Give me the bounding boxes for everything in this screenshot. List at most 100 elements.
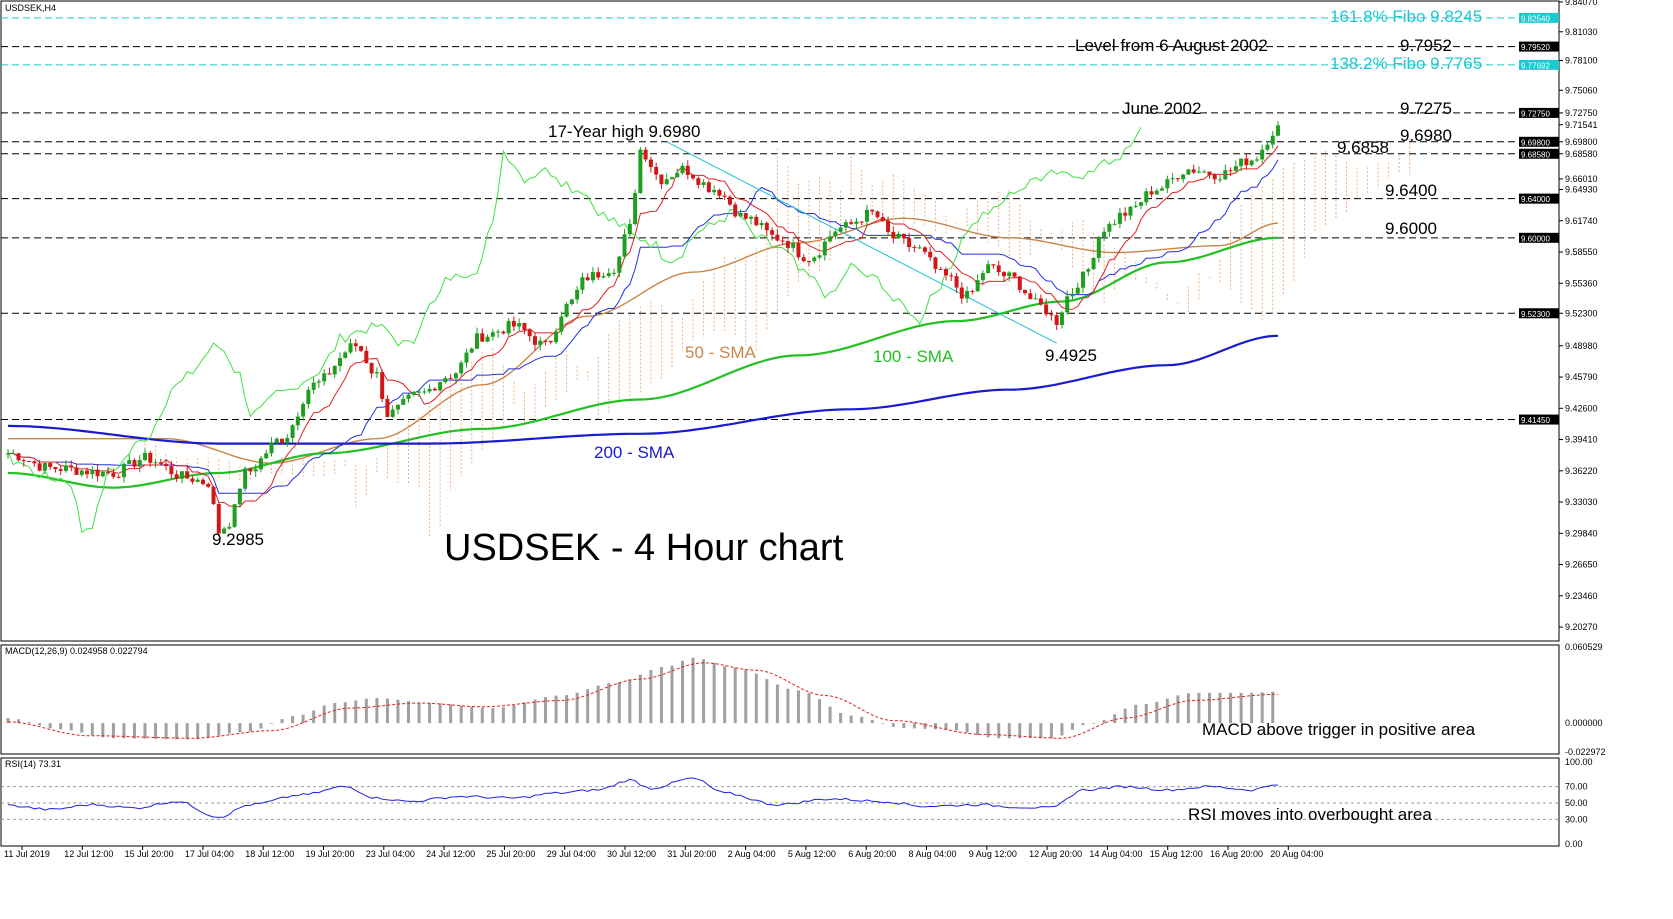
level-tag: 9.68580 — [1521, 150, 1550, 159]
candle-body — [828, 236, 833, 242]
macd-bar — [1186, 693, 1190, 724]
candle-body — [938, 268, 943, 270]
macd-bar — [175, 723, 179, 740]
macd-bar — [196, 723, 200, 740]
macd-bar — [1070, 723, 1074, 730]
candle-body — [648, 159, 653, 167]
level-96980-value: 9.6980 — [1400, 126, 1452, 145]
low2-annotation: 9.4925 — [1045, 346, 1097, 365]
time-tick-label: 25 Jul 20:00 — [486, 849, 535, 859]
candle-body — [559, 316, 564, 332]
candle-body — [754, 216, 759, 226]
candle-body — [359, 346, 364, 351]
june-2002-label: June 2002 — [1122, 99, 1201, 118]
candle-body — [991, 264, 996, 266]
macd-bar — [1176, 695, 1180, 724]
level-tag: 9.77692 — [1521, 61, 1550, 70]
macd-tick-label: 0.000000 — [1565, 718, 1603, 728]
candle-body — [48, 462, 53, 468]
macd-signal-line — [7, 662, 1279, 739]
candle-body — [1186, 169, 1191, 175]
time-tick-label: 15 Jul 20:00 — [125, 849, 174, 859]
candle-body — [1223, 170, 1228, 180]
candle-body — [6, 453, 10, 455]
macd-bar — [491, 708, 495, 724]
candle-body — [53, 467, 58, 470]
price-tick-label: 9.20270 — [1565, 622, 1598, 632]
candle-body — [759, 222, 764, 226]
candle-body — [643, 149, 648, 160]
candle-body — [1033, 298, 1038, 300]
candle-body — [949, 275, 954, 277]
candle-body — [353, 343, 358, 347]
candle-body — [996, 265, 1001, 273]
macd-bar — [796, 690, 800, 724]
macd-bar — [343, 702, 347, 724]
macd-bar — [1155, 701, 1159, 724]
macd-bar — [596, 685, 600, 724]
macd-bar — [786, 688, 790, 724]
candle-body — [601, 276, 606, 278]
candle-body — [749, 216, 754, 219]
candle-body — [1244, 158, 1249, 166]
macd-bar — [944, 723, 948, 730]
candle-body — [390, 409, 395, 417]
macd-bar — [38, 723, 42, 726]
candle-body — [269, 442, 274, 454]
candle-body — [85, 470, 90, 475]
candle-body — [432, 388, 437, 391]
macd-bar — [933, 723, 937, 730]
candle-body — [638, 149, 643, 194]
candle-body — [870, 209, 875, 212]
time-tick-label: 15 Aug 12:00 — [1150, 849, 1203, 859]
candle-body — [575, 289, 580, 300]
candle-body — [137, 460, 142, 467]
candle-body — [332, 365, 337, 375]
candle-body — [1007, 272, 1012, 277]
macd-bar — [1018, 723, 1022, 739]
candle-body — [696, 178, 701, 185]
price-tick-label: 9.45790 — [1565, 372, 1598, 382]
candle-body — [933, 257, 938, 269]
high-annotation: 17-Year high 9.6980 — [548, 122, 701, 141]
candle-body — [833, 231, 838, 237]
candle-body — [1133, 205, 1138, 207]
rsi-tick-label: 70.00 — [1565, 782, 1588, 792]
macd-bar — [459, 705, 463, 724]
candle-body — [522, 323, 527, 331]
macd-bar — [1113, 714, 1117, 724]
candle-body — [21, 460, 26, 462]
price-tick-label: 9.39410 — [1565, 435, 1598, 445]
level-tag-box — [1519, 136, 1559, 147]
macd-bar — [997, 723, 1001, 739]
candle-body — [1044, 304, 1049, 315]
macd-bar — [375, 697, 379, 724]
rsi-tick-label: 100.00 — [1565, 757, 1593, 767]
candle-body — [812, 257, 817, 262]
macd-bar — [744, 669, 748, 724]
price-tick-label: 9.81030 — [1565, 27, 1598, 37]
price-tick-label: 9.66010 — [1565, 174, 1598, 184]
candle-body — [37, 463, 42, 471]
candle-body — [200, 479, 205, 484]
candle-body — [1138, 202, 1143, 206]
candle-body — [1265, 144, 1270, 150]
candle-body — [464, 352, 469, 363]
candle-body — [1270, 135, 1275, 145]
candle-body — [1181, 174, 1186, 180]
candle-body — [770, 230, 775, 235]
candle-body — [722, 195, 727, 197]
rsi-tick-label: 30.00 — [1565, 814, 1588, 824]
candle-body — [517, 323, 522, 327]
candle-body — [554, 331, 559, 343]
macd-bar — [1102, 720, 1106, 724]
macd-bar — [291, 716, 295, 724]
macd-bar — [59, 723, 63, 730]
price-tick-label: 9.64930 — [1565, 185, 1598, 195]
macd-bar — [649, 670, 653, 724]
macd-bar — [1081, 723, 1085, 726]
candle-body — [975, 280, 980, 292]
macd-bar — [396, 699, 400, 724]
price-tick-label: 9.52300 — [1565, 308, 1598, 318]
candle-body — [1239, 158, 1244, 167]
